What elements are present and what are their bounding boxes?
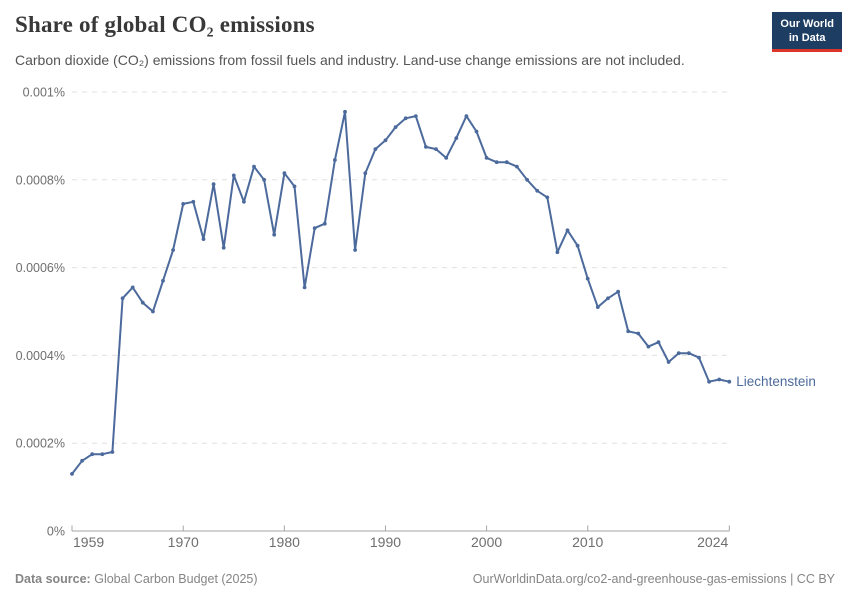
data-point <box>697 355 701 360</box>
liechtenstein-line <box>71 110 731 475</box>
data-point <box>646 344 651 349</box>
data-point <box>616 289 620 294</box>
data-point <box>484 156 489 160</box>
data-point <box>717 377 722 382</box>
data-point <box>343 109 347 114</box>
data-point <box>535 188 540 193</box>
chart-footer: Data source: Global Carbon Budget (2025)… <box>15 572 835 586</box>
data-point <box>292 184 297 189</box>
data-point <box>464 114 469 118</box>
owid-logo: Our World in Data <box>772 12 842 52</box>
data-point <box>606 296 610 301</box>
data-point <box>373 147 378 152</box>
data-point <box>211 182 216 187</box>
data-point <box>363 171 368 176</box>
x-axis-label: 2010 <box>572 534 603 550</box>
data-point <box>444 156 449 160</box>
data-point <box>100 452 105 457</box>
x-axis-label: 1990 <box>370 534 401 550</box>
y-axis-label: 0.0004% <box>16 349 65 363</box>
y-axis-label: 0% <box>47 525 65 539</box>
x-axis-label: 1970 <box>168 534 199 550</box>
data-point <box>454 136 459 141</box>
data-point <box>555 250 560 255</box>
y-axis-label: 0.0006% <box>16 261 65 275</box>
data-point <box>90 452 95 457</box>
data-point <box>595 305 600 309</box>
data-point <box>687 351 691 356</box>
data-point <box>504 160 509 165</box>
data-point <box>434 147 438 152</box>
data-point <box>272 232 277 237</box>
x-axis-label: 1959 <box>73 534 104 550</box>
data-point <box>707 379 711 384</box>
chart-subtitle: Carbon dioxide (CO₂) emissions from foss… <box>15 52 685 68</box>
data-point <box>161 278 165 283</box>
data-point <box>262 177 266 182</box>
data-point <box>575 243 580 248</box>
data-point <box>322 221 327 226</box>
y-axis-label: 0.0002% <box>16 437 65 451</box>
data-point <box>494 160 499 165</box>
data-source-value: Global Carbon Budget (2025) <box>94 572 258 586</box>
data-point <box>181 202 186 206</box>
data-point <box>393 125 398 129</box>
line-chart: 0.001% 0.0008% 0.0006% 0.0004% 0.0002% 0% 1959… <box>16 86 816 551</box>
data-point <box>403 116 408 121</box>
x-axis-label: 2000 <box>471 534 502 550</box>
data-point <box>191 199 196 204</box>
footer-link[interactable]: OurWorldinData.org/co2-and-greenhouse-ga… <box>472 572 835 586</box>
data-point <box>585 276 590 281</box>
data-point <box>80 458 84 463</box>
data-point <box>666 360 671 364</box>
data-point <box>302 285 307 290</box>
data-point <box>676 351 681 356</box>
data-point <box>515 164 519 169</box>
data-point <box>333 158 337 162</box>
owid-logo-line1: Our World <box>780 18 834 30</box>
data-point <box>140 300 145 305</box>
data-point <box>242 199 246 204</box>
data-point <box>312 226 317 231</box>
data-point <box>151 309 155 314</box>
y-axis-label: 0.001% <box>23 86 65 100</box>
data-source-label: Data source: <box>15 572 91 586</box>
data-point <box>353 248 357 252</box>
data-point <box>545 195 550 200</box>
data-point <box>727 379 732 384</box>
data-point <box>201 237 206 242</box>
data-point <box>626 329 631 334</box>
data-point <box>282 171 287 176</box>
data-point <box>231 173 236 178</box>
data-point <box>110 450 115 454</box>
y-axis-label: 0.0008% <box>16 173 65 187</box>
data-point <box>120 296 125 301</box>
data-point <box>636 331 641 336</box>
data-point <box>656 340 661 345</box>
data-point <box>70 472 74 476</box>
data-point <box>525 177 529 182</box>
data-point <box>130 285 135 290</box>
data-point <box>252 164 256 169</box>
data-point <box>565 228 570 233</box>
series-label-liechtenstein: Liechtenstein <box>736 374 816 389</box>
x-axis-label: 2024 <box>697 534 728 550</box>
data-point <box>474 129 479 134</box>
data-point <box>383 138 388 143</box>
data-source: Data source: Global Carbon Budget (2025) <box>15 572 258 586</box>
owid-logo-line2: in Data <box>788 32 826 45</box>
data-point <box>424 145 428 149</box>
x-axis-label: 1980 <box>269 534 300 550</box>
data-point <box>171 248 176 252</box>
page-title: Share of global CO₂ emissions <box>15 12 315 37</box>
data-point <box>413 114 418 118</box>
data-point <box>221 245 226 250</box>
